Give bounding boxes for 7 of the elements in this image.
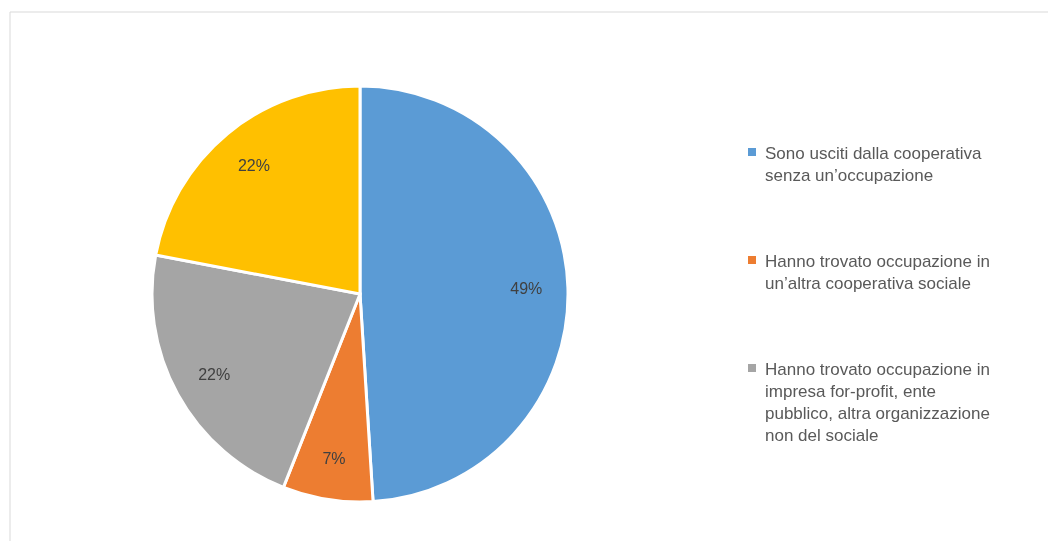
data-label: 49%: [510, 280, 543, 298]
legend-label: Hanno trovato occupazione in impresa for-profit, ente pubblico, altra organizzazione non del sociale: [765, 360, 990, 445]
legend-label: Hanno trovato occupazione in un’altra cooperativa sociale: [765, 252, 990, 293]
data-label: 22%: [198, 365, 231, 383]
data-label: 22%: [237, 157, 270, 175]
data-label: 7%: [322, 449, 346, 467]
legend-label: Sono usciti dalla cooperativa senza un’occupazione: [765, 144, 982, 185]
